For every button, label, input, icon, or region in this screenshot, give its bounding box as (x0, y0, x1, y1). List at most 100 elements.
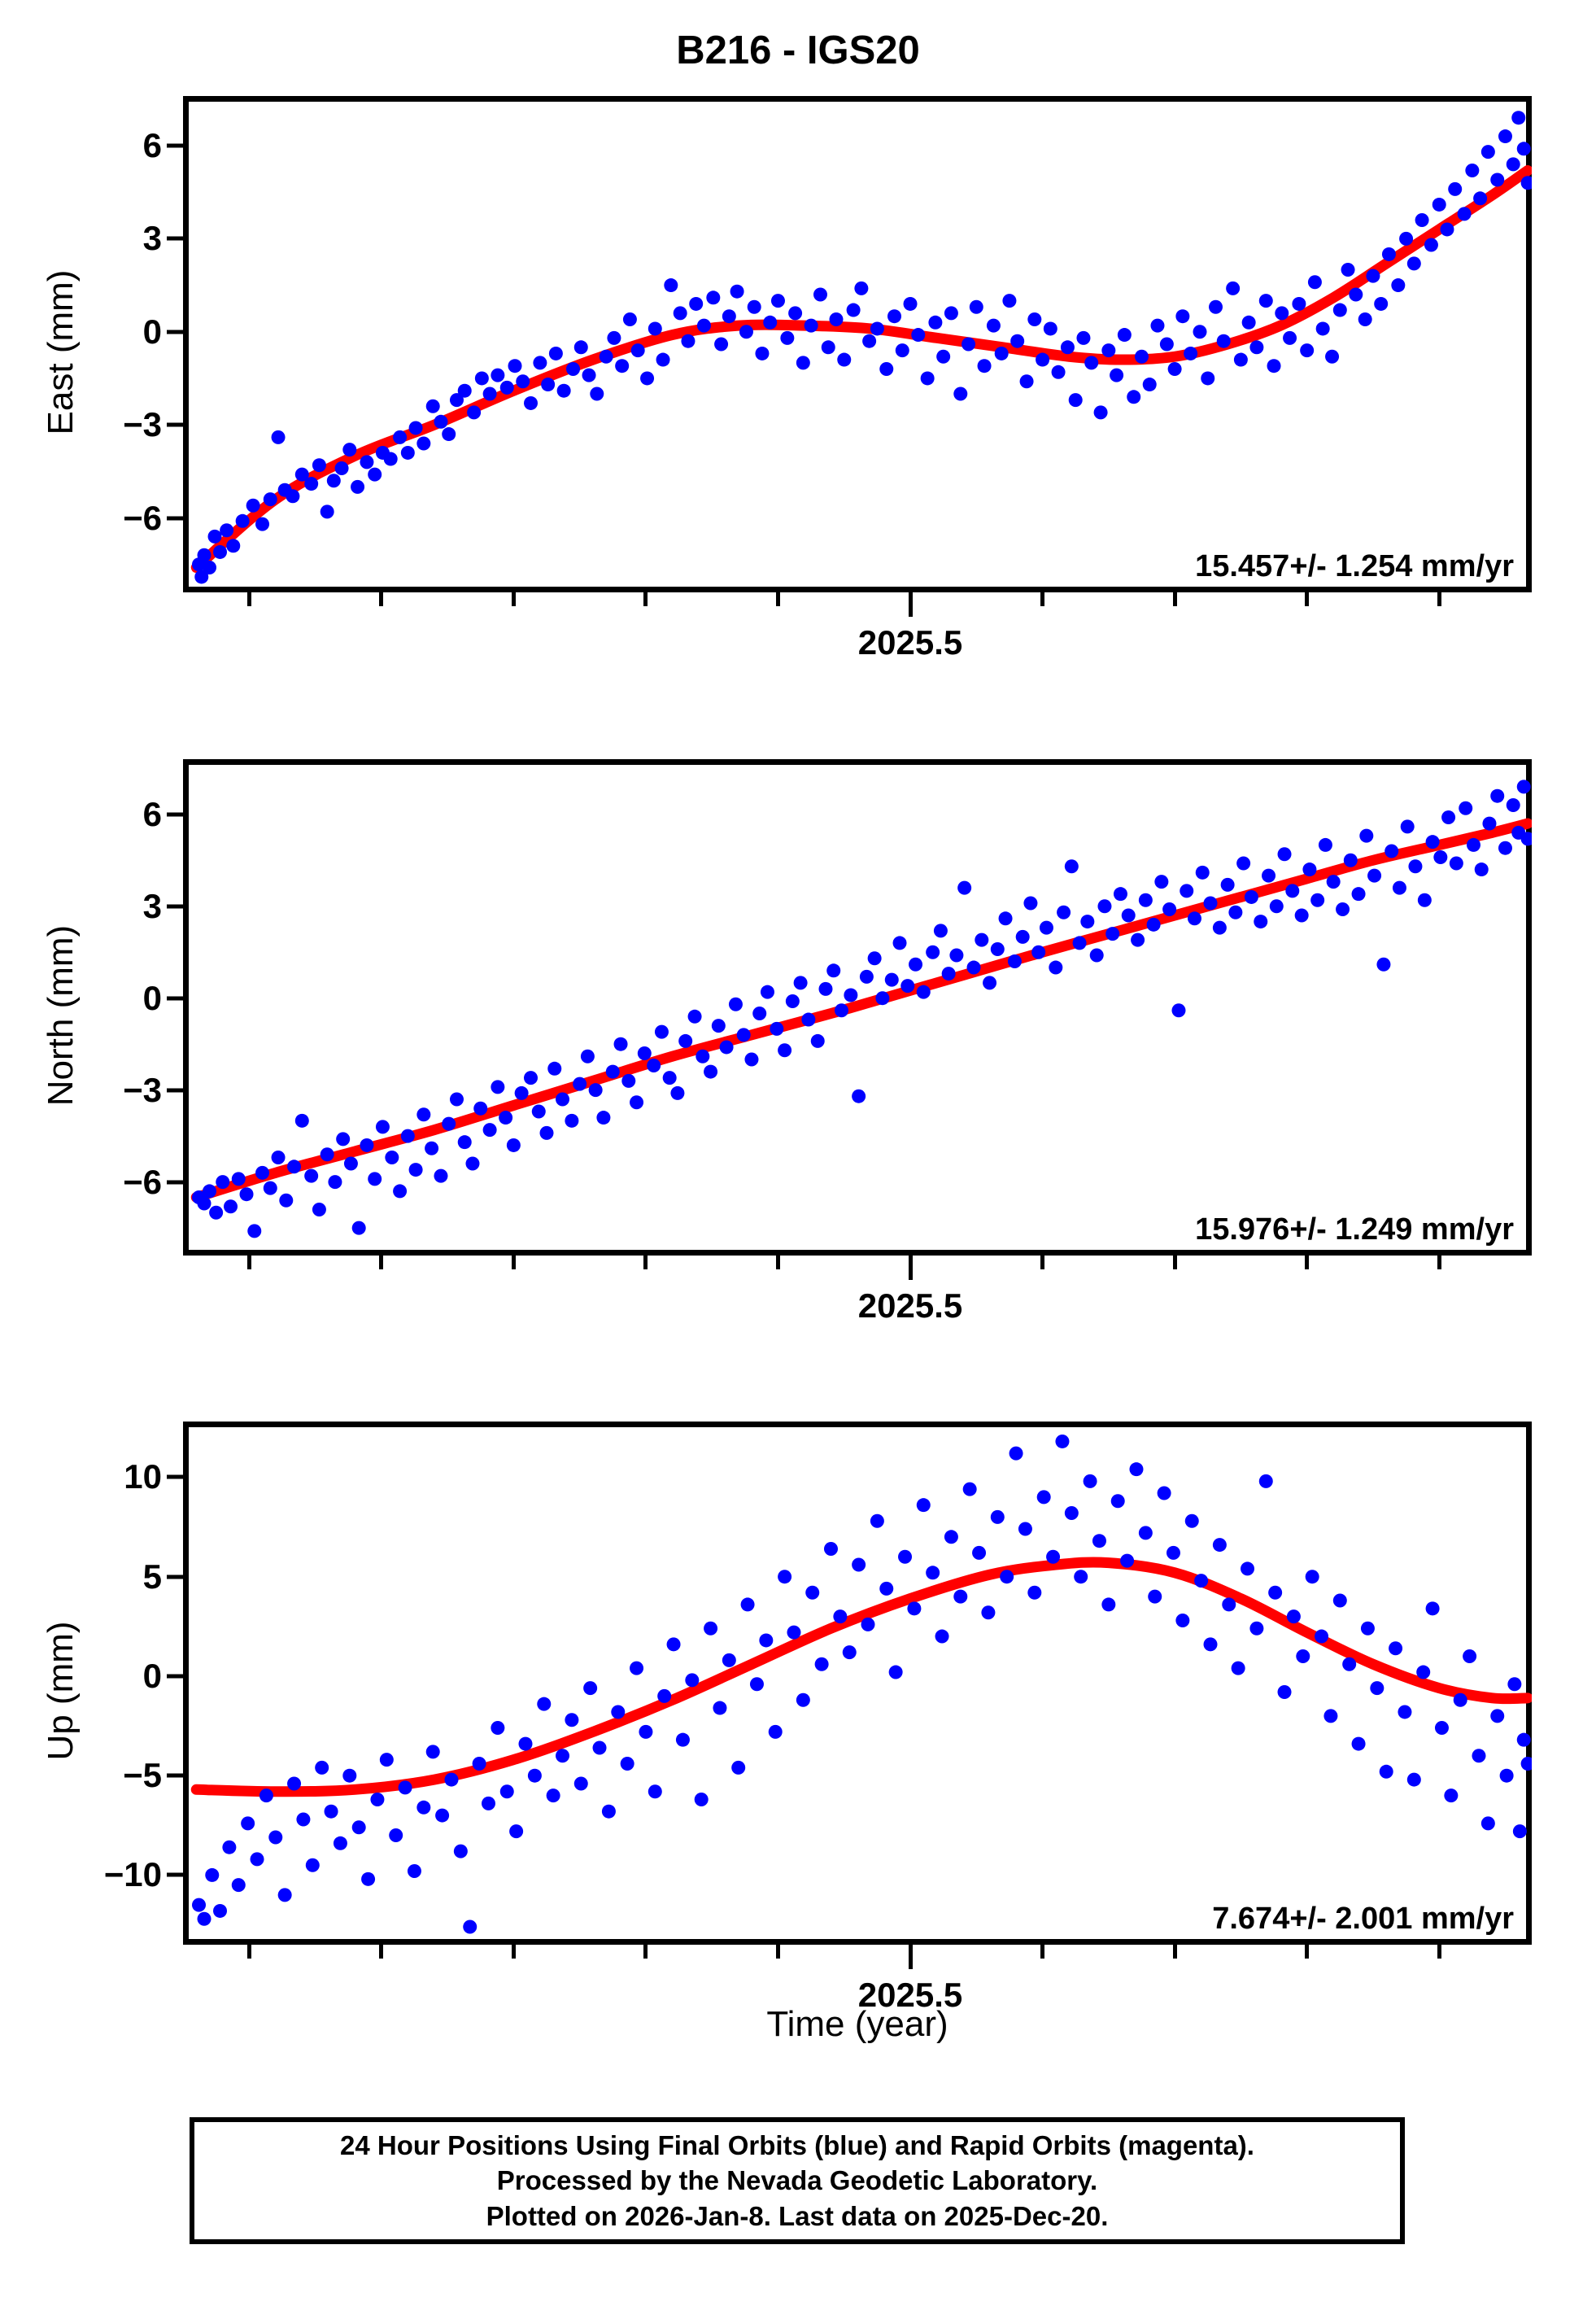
data-point (778, 1043, 792, 1058)
panel-north: 15.976+/- 1.249 mm/yr 6 3 0 −3 −6 2025.5 (123, 759, 1532, 1325)
data-point (1201, 371, 1215, 386)
data-point (1358, 312, 1372, 326)
data-point (805, 1585, 820, 1600)
x-tick-mark-minor (1172, 592, 1177, 606)
data-point (1157, 1486, 1171, 1500)
data-point (1359, 828, 1374, 843)
y-tick-label: 0 (142, 312, 162, 351)
x-tick-mark-minor (1305, 1256, 1310, 1269)
data-point (1089, 948, 1104, 963)
data-point (1300, 343, 1315, 358)
data-point (605, 1064, 620, 1079)
data-point (780, 330, 795, 345)
data-point (826, 963, 841, 978)
data-point (499, 1111, 513, 1125)
data-point (1408, 859, 1423, 874)
data-point (888, 1665, 903, 1679)
data-point (320, 1147, 334, 1162)
data-point (1002, 294, 1017, 308)
data-point (1222, 1597, 1236, 1612)
data-point (870, 1513, 884, 1528)
data-point (425, 1745, 440, 1759)
data-point (981, 1605, 996, 1620)
data-point (722, 1653, 736, 1667)
data-point (1039, 920, 1053, 935)
data-point (1175, 1613, 1190, 1627)
data-point (1093, 405, 1108, 420)
data-point (263, 1181, 277, 1195)
data-point (770, 1021, 784, 1036)
data-point (383, 452, 398, 466)
data-point (1389, 1641, 1403, 1656)
data-point (546, 1788, 560, 1803)
data-point (1381, 247, 1396, 261)
data-point (1399, 231, 1414, 246)
data-point (315, 1760, 329, 1775)
data-point (1171, 1003, 1186, 1018)
data-point (1325, 349, 1340, 364)
data-point (1027, 1585, 1042, 1600)
data-point (821, 340, 835, 355)
y-tick-mark (167, 996, 183, 1001)
x-tick-mark-minor (1437, 1945, 1441, 1959)
data-point (1370, 1681, 1385, 1696)
data-point (909, 957, 923, 972)
x-tick-mark-minor (1040, 592, 1045, 606)
data-point (1184, 346, 1198, 360)
data-point (916, 1498, 931, 1513)
data-point (1113, 887, 1127, 902)
data-point (670, 1085, 685, 1100)
y-tick-label: 0 (142, 1656, 162, 1695)
footer-line-2: Processed by the Nevada Geodetic Laborat… (496, 2165, 1098, 2196)
data-point (1385, 844, 1399, 858)
data-point (1188, 911, 1201, 926)
data-point (867, 951, 882, 966)
data-point (900, 979, 915, 994)
data-point (1117, 328, 1132, 343)
data-point (1254, 915, 1268, 929)
data-point (1466, 837, 1480, 852)
data-point (287, 1776, 302, 1791)
data-point (630, 343, 645, 358)
data-point (271, 430, 286, 444)
data-point (1326, 875, 1341, 889)
data-point (1516, 142, 1531, 156)
footer-note-box: 24 Hour Positions Using Final Orbits (bl… (190, 2117, 1405, 2244)
data-point (1416, 1665, 1431, 1679)
data-point (393, 1184, 408, 1199)
data-point (449, 1092, 464, 1107)
data-point (656, 352, 670, 367)
data-point (1506, 797, 1520, 812)
data-point (425, 399, 440, 413)
x-tick-mark-minor (1172, 1256, 1177, 1269)
data-point (1307, 275, 1322, 290)
data-point (1212, 920, 1227, 935)
x-tick-mark-minor (775, 1256, 780, 1269)
data-point (304, 1168, 319, 1183)
data-point (704, 1064, 718, 1079)
x-tick-mark-minor (246, 1945, 251, 1959)
data-point (580, 1049, 595, 1063)
data-point (842, 1645, 857, 1660)
data-point (714, 337, 729, 352)
data-point (556, 383, 571, 398)
data-point (524, 395, 538, 410)
data-point (706, 290, 721, 305)
data-point (1060, 340, 1075, 355)
data-point (368, 467, 382, 482)
data-point (209, 1205, 224, 1220)
data-point (336, 1132, 351, 1146)
data-point (408, 421, 423, 435)
data-point (231, 1172, 246, 1186)
trend-line (190, 1557, 1532, 1797)
data-point (1277, 1685, 1292, 1699)
data-point (457, 1135, 472, 1150)
data-point (207, 529, 222, 544)
data-point (846, 303, 861, 317)
data-point (1121, 908, 1136, 923)
data-point (1440, 222, 1454, 237)
data-point (1459, 801, 1473, 815)
data-point (739, 325, 753, 339)
data-point (837, 352, 852, 367)
data-point (1434, 1721, 1449, 1736)
